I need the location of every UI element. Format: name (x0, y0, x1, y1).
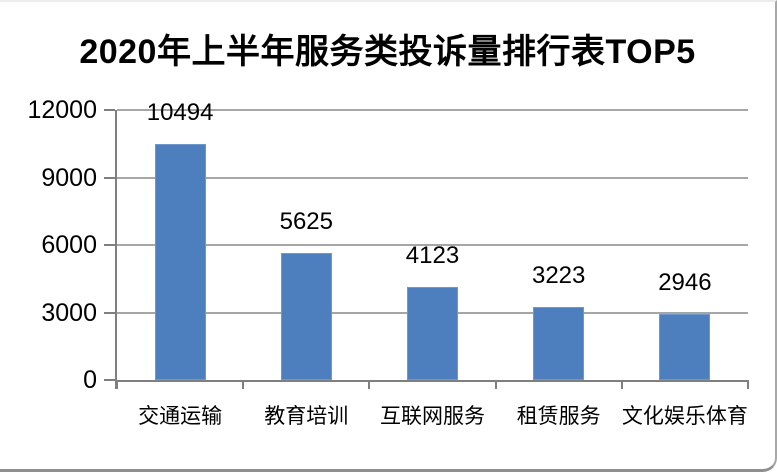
y-tick-label-3000: 3000 (41, 298, 97, 327)
bar-教育培训 (280, 253, 332, 380)
y-tick-label-6000: 6000 (41, 231, 97, 259)
y-tick-mark-3000 (104, 311, 115, 314)
value-label-互联网服务: 4123 (405, 242, 460, 270)
bar-租赁服务 (533, 307, 585, 380)
y-tick-label-0: 0 (83, 366, 97, 394)
value-label-交通运输: 10494 (146, 98, 214, 126)
gridline-6000 (117, 244, 748, 246)
gridline-12000 (117, 109, 748, 111)
gridline-9000 (117, 176, 748, 179)
value-label-文化娱乐体育: 2946 (658, 268, 712, 296)
y-axis-line (115, 110, 117, 389)
y-tick-label-9000: 9000 (41, 163, 97, 192)
x-category-label-交通运输: 交通运输 (138, 405, 223, 428)
plot-area: 10494 5625 4123 3223 2946 0 3000 6000 9000 12000 交… (27, 96, 749, 428)
bar-文化娱乐体育 (659, 313, 711, 380)
x-tick-mark-0 (116, 380, 118, 389)
x-category-label-租赁服务: 租赁服务 (516, 405, 601, 428)
bar-互联网服务 (407, 287, 458, 380)
y-tick-mark-0 (104, 379, 115, 381)
value-label-租赁服务: 3223 (531, 262, 586, 290)
x-tick-mark-3 (494, 380, 497, 389)
x-category-label-文化娱乐体育: 文化娱乐体育 (621, 405, 748, 428)
y-tick-mark-6000 (104, 244, 115, 246)
y-tick-mark-9000 (104, 176, 115, 179)
chart-title: 2020年上半年服务类投诉量排行表TOP5 (79, 33, 696, 71)
value-label-教育培训: 5625 (279, 208, 333, 236)
x-tick-mark-5 (747, 380, 749, 389)
x-tick-mark-2 (368, 380, 371, 389)
x-tick-mark-1 (242, 380, 245, 389)
y-tick-label-12000: 12000 (27, 96, 97, 124)
x-tick-mark-4 (620, 380, 623, 389)
bar-交通运输 (154, 143, 206, 380)
y-tick-mark-12000 (104, 109, 115, 111)
x-category-label-教育培训: 教育培训 (264, 405, 349, 428)
x-axis-line (115, 380, 748, 382)
x-category-label-互联网服务: 互联网服务 (380, 405, 485, 428)
